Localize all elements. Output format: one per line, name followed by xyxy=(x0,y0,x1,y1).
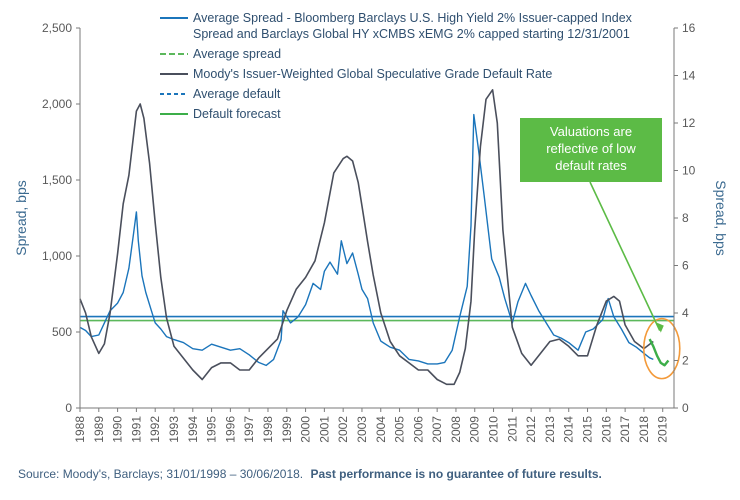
left-tick-label: 500 xyxy=(52,325,72,339)
x-tick-label: 2002 xyxy=(336,416,350,443)
x-tick-label: 2018 xyxy=(637,416,651,443)
source-text: Source: Moody's, Barclays; 31/01/1998 – … xyxy=(18,467,303,481)
right-tick-label: 2 xyxy=(682,354,689,368)
legend-label-avg-spread: Average spread xyxy=(193,47,281,61)
x-tick-label: 2011 xyxy=(505,416,519,442)
callout-text-line: reflective of low xyxy=(546,141,636,156)
x-tick-label: 2003 xyxy=(355,416,369,443)
x-tick-label: 1999 xyxy=(280,416,294,443)
x-tick-label: 1991 xyxy=(129,416,143,443)
source-disclaimer: Past performance is no guarantee of futu… xyxy=(310,467,601,481)
left-tick-label: 2,500 xyxy=(42,21,72,35)
y-left-axis-title: Spread, bps xyxy=(13,180,29,256)
x-tick-label: 2016 xyxy=(599,416,613,443)
x-tick-label: 1995 xyxy=(205,416,219,443)
right-tick-label: 0 xyxy=(682,401,689,415)
x-tick-label: 2017 xyxy=(618,416,632,443)
callout-arrow-line xyxy=(589,181,661,331)
x-tick-label: 1998 xyxy=(261,416,275,443)
callout-box xyxy=(520,118,662,182)
x-tick-label: 2015 xyxy=(581,416,595,443)
x-tick-label: 1997 xyxy=(242,416,256,443)
x-tick-label: 2012 xyxy=(524,416,538,443)
callout-arrow-head xyxy=(656,322,664,333)
x-tick-label: 2010 xyxy=(487,416,501,443)
x-tick-label: 1989 xyxy=(92,416,106,443)
x-tick-label: 2008 xyxy=(449,416,463,443)
default-forecast-line xyxy=(648,338,670,367)
x-tick-label: 1988 xyxy=(73,416,87,443)
legend-label-default-rate: Moody's Issuer-Weighted Global Speculati… xyxy=(193,67,552,81)
x-tick-label: 1992 xyxy=(148,416,162,443)
left-tick-label: 1,000 xyxy=(42,249,72,263)
x-tick-label: 2005 xyxy=(393,416,407,443)
legend-label-spread: Spread and Barclays Global HY xCMBS xEMG… xyxy=(193,27,630,41)
right-tick-label: 16 xyxy=(682,21,696,35)
legend-label-forecast: Default forecast xyxy=(193,107,281,121)
x-tick-label: 2006 xyxy=(411,416,425,443)
axes-layer: 0 500 1,000 1,500 2,000 2,500 0 2 4 6 8 10 12 14 16 198… xyxy=(13,21,729,443)
left-tick-label: 1,500 xyxy=(42,173,72,187)
y-right-axis-title: Spread, bps xyxy=(713,180,729,256)
x-tick-label: 2007 xyxy=(430,416,444,443)
callout-text-line: default rates xyxy=(555,158,627,173)
x-tick-label: 2004 xyxy=(374,416,388,443)
right-tick-label: 14 xyxy=(682,69,696,83)
x-tick-label: 2001 xyxy=(317,416,331,443)
x-tick-label: 2009 xyxy=(468,416,482,443)
default-rate-series-line xyxy=(79,89,654,386)
x-tick-label: 1993 xyxy=(167,416,181,443)
callout-text-line: Valuations are xyxy=(550,124,632,139)
series-layer xyxy=(79,89,681,386)
forecast-highlight-ellipse xyxy=(642,317,681,380)
x-tick-label: 1994 xyxy=(186,416,200,443)
x-tick-label: 2000 xyxy=(299,416,313,443)
right-tick-label: 10 xyxy=(682,164,696,178)
callout: Valuations are reflective of low default r… xyxy=(520,118,664,333)
legend: Average Spread - Bloomberg Barclays U.S.… xyxy=(160,11,633,121)
spread-series-line xyxy=(79,113,654,367)
left-tick-label: 2,000 xyxy=(42,97,72,111)
right-tick-label: 12 xyxy=(682,116,696,130)
right-tick-label: 8 xyxy=(682,211,689,225)
x-tick-label: 2013 xyxy=(543,416,557,443)
x-tick-label: 1990 xyxy=(111,416,125,443)
x-tick-label: 2014 xyxy=(562,416,576,443)
x-tick-label: 1996 xyxy=(223,416,237,443)
right-tick-label: 4 xyxy=(682,306,689,320)
legend-label-avg-default: Average default xyxy=(193,87,281,101)
source-note: Source: Moody's, Barclays; 31/01/1998 – … xyxy=(18,467,602,481)
legend-label-spread: Average Spread - Bloomberg Barclays U.S.… xyxy=(193,11,633,25)
x-tick-label: 2019 xyxy=(656,416,670,443)
right-tick-label: 6 xyxy=(682,259,689,273)
left-tick-label: 0 xyxy=(65,401,72,415)
